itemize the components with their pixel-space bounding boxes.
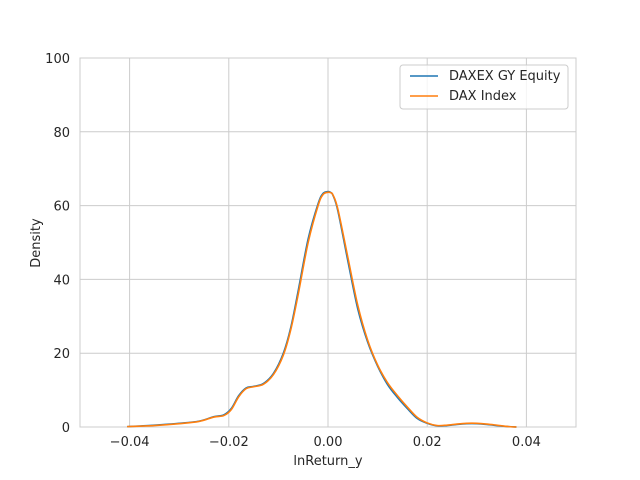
plot-frame — [79, 57, 577, 428]
y-axis-label: Density — [29, 218, 44, 268]
series-layer — [127, 190, 517, 428]
legend-box — [399, 64, 569, 110]
legend: DAXEX GY Equity DAX Index — [399, 64, 569, 110]
y-tick-label: 80 — [53, 126, 70, 141]
legend-label-daxex: DAXEX GY Equity — [449, 69, 561, 84]
y-tick-label: 40 — [53, 273, 70, 288]
x-tick-label: −0.04 — [110, 435, 150, 450]
x-tick-label: 0.02 — [413, 435, 442, 450]
y-tick-label: 100 — [45, 52, 70, 67]
legend-label-dax-index: DAX Index — [449, 89, 517, 104]
y-tick-label: 0 — [62, 421, 70, 436]
y-tick-label: 60 — [53, 200, 70, 215]
axes-layer: −0.04 −0.02 0.00 0.02 0.04 0 20 40 60 80 100 — [45, 52, 577, 450]
x-tick-label: 0.00 — [314, 435, 343, 450]
x-axis-label: lnReturn_y — [293, 454, 362, 469]
y-tick-label: 20 — [53, 347, 70, 362]
x-tick-label: 0.04 — [512, 435, 541, 450]
series-line-dax-index — [127, 191, 517, 428]
x-tick-label: −0.02 — [209, 435, 249, 450]
